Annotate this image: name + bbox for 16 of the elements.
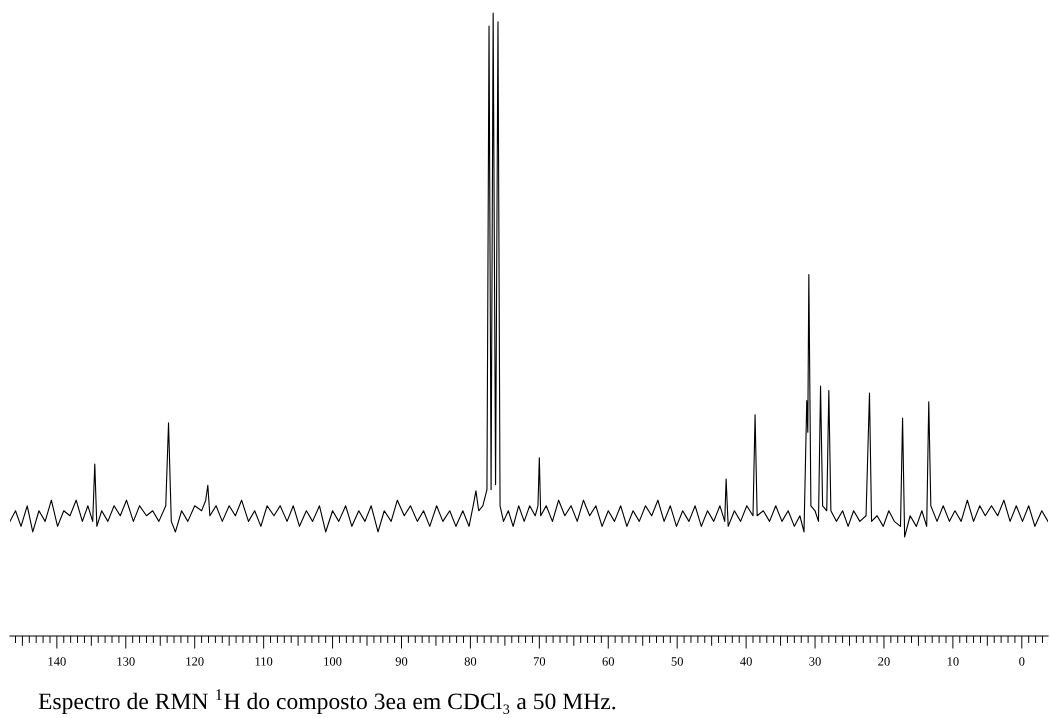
text: Espectro de RMN $^{1}$H do composto 3ea em CDCl₃ a 50 MHz. xyxy=(38,689,616,715)
x-tick-label: 40 xyxy=(740,657,752,666)
x-tick-label: 50 xyxy=(671,657,683,666)
x-tick-label: 140 xyxy=(48,657,66,666)
x-tick-label: 30 xyxy=(809,657,821,666)
x-tick-label: 0 xyxy=(1019,657,1025,666)
x-tick-label: 10 xyxy=(947,657,959,666)
x-tick-label: 120 xyxy=(186,657,204,666)
x-tick-label: 80 xyxy=(464,657,477,666)
x-tick-label: 60 xyxy=(602,657,615,666)
x-tick-label: 110 xyxy=(255,657,273,666)
x-tick-label: 130 xyxy=(117,657,135,666)
x-tick-label: 100 xyxy=(324,657,342,666)
x-tick-label: 20 xyxy=(878,657,890,666)
x-tick-label: 70 xyxy=(533,657,546,666)
x-tick-label: 90 xyxy=(395,657,408,666)
